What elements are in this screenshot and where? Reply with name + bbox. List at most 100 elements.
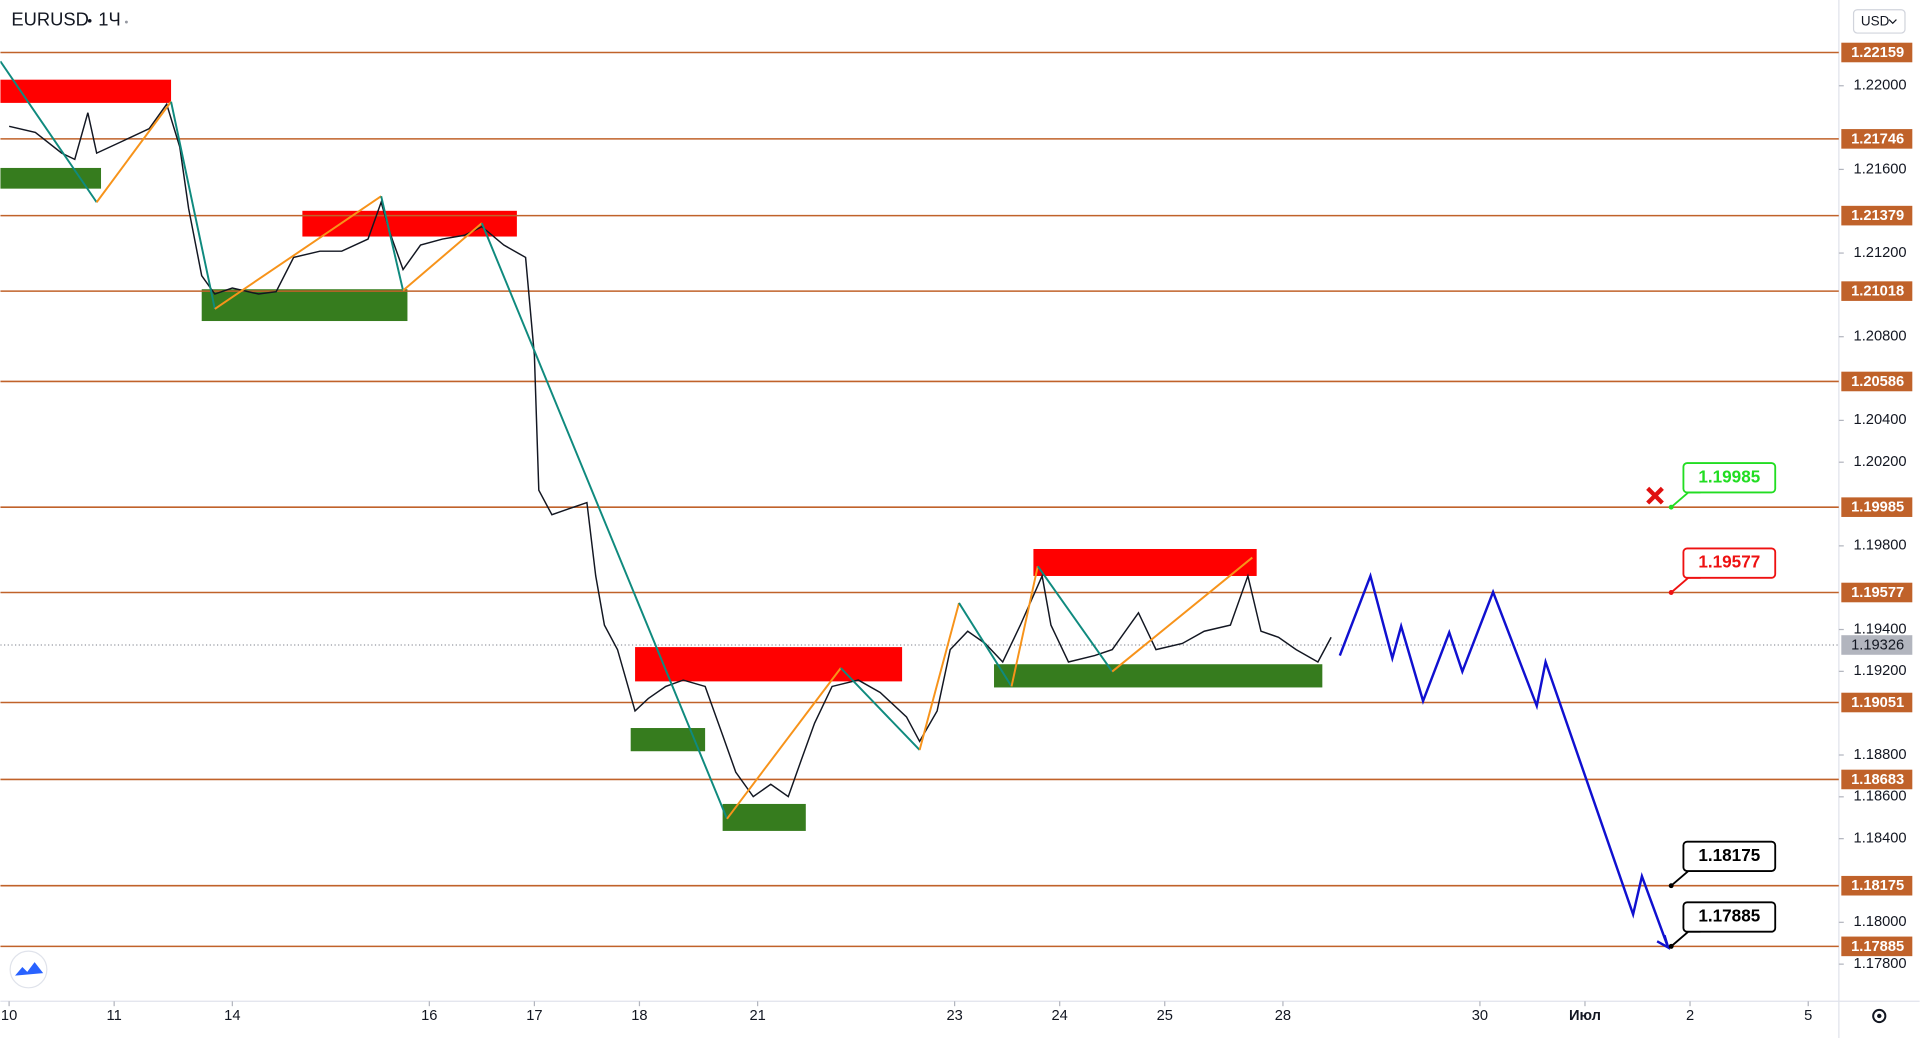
level-badge [1841, 129, 1913, 149]
x-tick-label: 18 [631, 1008, 647, 1024]
currency[interactable]: USD [1861, 14, 1890, 29]
y-tick-label: 1.19200 [1854, 663, 1907, 679]
x-tick-label: 17 [526, 1008, 542, 1024]
callout-box [1682, 547, 1777, 579]
level-badge-label: 1.21018 [1851, 284, 1904, 300]
plot-area: 1.19985 1.19577 1.18175 1.17885 [0, 51, 1839, 950]
zigzag-down [840, 667, 921, 751]
logo-icon [15, 962, 44, 976]
settings[interactable] [1872, 1008, 1887, 1024]
y-tick-label: 1.19800 [1854, 538, 1907, 554]
level-badge-label: 1.19051 [1851, 695, 1904, 711]
x-tick-label: 14 [224, 1008, 240, 1024]
y-tick-label: 1.18800 [1854, 747, 1907, 763]
y-tick-label: 1.19400 [1854, 621, 1907, 637]
x-tick-label: 28 [1275, 1008, 1291, 1024]
header: EURUSD 1Ч [11, 9, 128, 30]
level-badge [1841, 875, 1913, 896]
level-badge [1841, 42, 1913, 63]
level-badge [1841, 281, 1913, 301]
callout-box [1682, 901, 1777, 933]
y-tick-label: 1.18400 [1854, 831, 1907, 847]
zone [201, 289, 408, 322]
y-tick-label: 1.18600 [1854, 789, 1907, 805]
zigzag-up [726, 667, 842, 820]
current-price-badge [1841, 635, 1913, 655]
zigzag-up [402, 222, 483, 292]
forecast-arrowhead [1656, 934, 1671, 950]
zigzag-down [170, 101, 216, 310]
x-tick-label: 11 [107, 1008, 122, 1024]
level-badge-label: 1.17885 [1851, 939, 1904, 955]
zigzag-up [1111, 556, 1253, 673]
x-tick-label: 2 [1686, 1008, 1694, 1024]
zigzag-up [1010, 565, 1039, 687]
zigzag-down [380, 195, 405, 291]
level-badge-label: 1.22159 [1851, 45, 1904, 61]
separator [87, 18, 92, 23]
x-tick-label: 21 [749, 1008, 765, 1024]
y-tick-label: 1.20400 [1854, 412, 1907, 428]
zigzag-down [958, 602, 1013, 687]
zone [630, 728, 706, 752]
gear[interactable] [1872, 1008, 1887, 1024]
x-tick-label: 24 [1052, 1008, 1068, 1024]
y-tick-label: 1.20200 [1854, 454, 1907, 470]
x-tick-label: Июл [1569, 1008, 1601, 1024]
level-badge [1841, 692, 1913, 713]
level-badge [1841, 205, 1913, 226]
x-tick-label: 5 [1804, 1008, 1812, 1024]
y-tick-label: 1.18000 [1854, 914, 1907, 930]
zone [994, 664, 1323, 688]
level-badge-label: 1.21746 [1851, 131, 1904, 147]
y-tick-label: 1.21200 [1854, 245, 1907, 261]
x-tick-label: 10 [1, 1008, 17, 1024]
zigzag-down [1036, 565, 1114, 673]
y-tick-label: 1.20800 [1854, 329, 1907, 345]
timeframe: 1Ч [98, 9, 120, 30]
zigzag-up [214, 195, 382, 310]
callout-label: 1.18175 [1698, 845, 1760, 865]
level-badge [1841, 497, 1913, 517]
level-badge-label: 1.18175 [1851, 878, 1904, 894]
level-badge [1841, 582, 1913, 603]
price-line [8, 102, 1332, 798]
logo[interactable] [9, 950, 48, 989]
callout-label: 1.17885 [1698, 906, 1760, 926]
currency-box[interactable] [1852, 9, 1906, 34]
x-tick-label: 16 [421, 1008, 437, 1024]
callout-label: 1.19577 [1698, 552, 1760, 572]
zone [1033, 548, 1257, 576]
logo-circle[interactable] [9, 950, 48, 989]
y-tick-label: 1.21600 [1854, 161, 1907, 177]
zone [722, 803, 806, 831]
separator [124, 20, 128, 24]
y-tick-label: 1.17800 [1854, 956, 1907, 972]
level-badge-label: 1.19985 [1851, 500, 1904, 516]
chevron [1888, 19, 1897, 25]
current-price-label: 1.19326 [1851, 637, 1904, 653]
level-badge-label: 1.20586 [1851, 374, 1904, 390]
y-tick-label: 1.22000 [1854, 78, 1907, 94]
x-tick-label: 23 [946, 1008, 962, 1024]
axes: 1.22000 1.21600 1.21200 1.20800 1.20400 1.202… [1, 42, 1913, 1024]
cancel-marker [1646, 486, 1664, 505]
level-badge-label: 1.18683 [1851, 772, 1904, 788]
zigzag-down [0, 60, 98, 203]
zone [302, 210, 517, 237]
level-badge [1841, 936, 1913, 957]
level-badge [1841, 371, 1913, 392]
currency-button[interactable]: USD [1852, 9, 1906, 34]
x-tick-label: 30 [1472, 1008, 1488, 1024]
callout-box [1682, 840, 1777, 872]
zigzag-down [480, 222, 728, 820]
callout-label: 1.19985 [1698, 466, 1760, 486]
zone [635, 647, 903, 682]
zigzag-up [95, 101, 172, 203]
level-badge-label: 1.19577 [1851, 585, 1904, 601]
forecast-path [1338, 571, 1670, 948]
zigzag-up [918, 602, 960, 751]
